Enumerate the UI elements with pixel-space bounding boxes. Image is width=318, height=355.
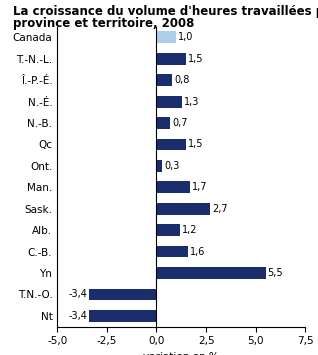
Text: 1,0: 1,0 [178, 32, 194, 42]
Text: 1,7: 1,7 [192, 182, 208, 192]
Text: -3,4: -3,4 [68, 289, 87, 300]
Bar [156, 203, 210, 215]
Bar [156, 160, 162, 172]
Text: 0,3: 0,3 [164, 161, 180, 171]
Bar [156, 224, 180, 236]
Bar [156, 32, 176, 43]
Bar [156, 246, 188, 257]
Bar [156, 117, 170, 129]
Text: province et territoire, 2008: province et territoire, 2008 [13, 17, 194, 30]
Text: -3,4: -3,4 [68, 311, 87, 321]
Text: 1,5: 1,5 [188, 140, 204, 149]
Text: La croissance du volume d'heures travaillées par: La croissance du volume d'heures travail… [13, 5, 318, 18]
Text: 1,5: 1,5 [188, 54, 204, 64]
Text: 0,8: 0,8 [174, 75, 190, 85]
Text: 1,2: 1,2 [182, 225, 198, 235]
Bar [156, 74, 172, 86]
Text: 2,7: 2,7 [212, 204, 228, 214]
Bar [89, 310, 156, 322]
Bar [156, 96, 182, 108]
Text: 1,6: 1,6 [190, 247, 205, 257]
Text: 0,7: 0,7 [172, 118, 188, 128]
Bar [156, 138, 186, 151]
Bar [156, 53, 186, 65]
Text: 5,5: 5,5 [267, 268, 283, 278]
Text: 1,3: 1,3 [184, 97, 200, 106]
Bar [156, 267, 266, 279]
Bar [156, 181, 190, 193]
X-axis label: variation en %: variation en % [143, 352, 219, 355]
Bar [89, 289, 156, 300]
